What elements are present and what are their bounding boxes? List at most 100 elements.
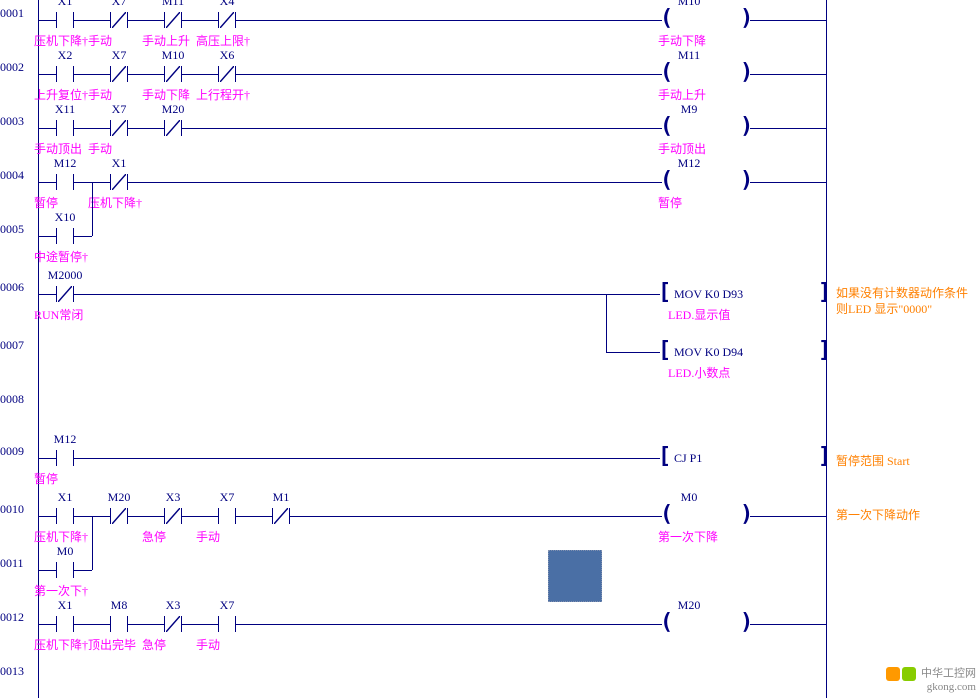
rung-number: 0004 — [0, 168, 32, 183]
contact-id: M20 — [92, 490, 146, 505]
coil-M0[interactable]: M0 ( ) 第一次下降 — [662, 506, 762, 546]
instruction[interactable]: [ CJ P1 ] — [660, 448, 826, 468]
contact-id: X7 — [200, 598, 254, 613]
rung-number: 0003 — [0, 114, 32, 129]
contact-id: X1 — [38, 0, 92, 9]
contact-X1[interactable]: X1 压机下降† — [38, 506, 92, 546]
contact-id: X4 — [200, 0, 254, 9]
contact-X1[interactable]: X1 压机下降† — [92, 172, 146, 212]
contact-label: 上行程开† — [196, 86, 258, 103]
contact-M12[interactable]: M12 暂停 — [38, 172, 92, 212]
instruction[interactable]: [ MOV K0 D94 ] LED.小数点 — [660, 342, 826, 362]
contact-id: X7 — [92, 0, 146, 9]
rung-number: 0011 — [0, 556, 32, 571]
coil-label: 手动顶出 — [658, 140, 706, 157]
contact-id: M20 — [146, 102, 200, 117]
instruction-text: CJ P1 — [674, 451, 702, 466]
selection-box[interactable] — [548, 550, 602, 602]
contact-X3[interactable]: X3 急停 — [146, 614, 200, 654]
contact-id: M1 — [254, 490, 308, 505]
contact-id: M10 — [146, 48, 200, 63]
contact-label: 压机下降† — [34, 528, 96, 545]
contact-label: 手动 — [88, 86, 150, 103]
instruction-label: LED.显示值 — [668, 306, 730, 323]
contact-label: 手动顶出 — [34, 140, 96, 157]
contact-X11[interactable]: X11 手动顶出 — [38, 118, 92, 158]
contact-id: M0 — [38, 544, 92, 559]
rung-number: 0010 — [0, 502, 32, 517]
comment: 暂停范围 Start — [836, 452, 910, 469]
contact-M1[interactable]: M1 — [254, 506, 308, 546]
instruction-text: MOV K0 D94 — [674, 345, 743, 360]
contact-label: 手动 — [88, 32, 150, 49]
contact-id: M8 — [92, 598, 146, 613]
contact-id: M2000 — [38, 268, 92, 283]
contact-label: 压机下降† — [34, 636, 96, 653]
coil-M10[interactable]: M10 ( ) 手动下降 — [662, 10, 762, 50]
contact-X4[interactable]: X4 高压上限† — [200, 10, 254, 50]
rung-number: 0006 — [0, 280, 32, 295]
contact-id: X11 — [38, 102, 92, 117]
coil-label: 手动下降 — [658, 32, 706, 49]
contact-id: M11 — [146, 0, 200, 9]
instruction-text: MOV K0 D93 — [674, 287, 743, 302]
contact-id: X7 — [92, 48, 146, 63]
contact-X7[interactable]: X7 手动 — [92, 10, 146, 50]
watermark: 中华工控网 gkong.com — [886, 667, 976, 694]
contact-M8[interactable]: M8 顶出完毕 — [92, 614, 146, 654]
contact-X7[interactable]: X7 手动 — [200, 614, 254, 654]
contact-label: 手动 — [196, 636, 258, 653]
contact-X1[interactable]: X1 压机下降† — [38, 10, 92, 50]
contact-id: X6 — [200, 48, 254, 63]
rung-number: 0001 — [0, 6, 32, 21]
contact-M20[interactable]: M20 — [92, 506, 146, 546]
contact-label: 中途暂停† — [34, 248, 96, 265]
contact-id: M12 — [38, 156, 92, 171]
contact-X10[interactable]: X10 中途暂停† — [38, 226, 92, 266]
contact-id: X7 — [200, 490, 254, 505]
contact-id: X1 — [38, 598, 92, 613]
contact-X1[interactable]: X1 压机下降† — [38, 614, 92, 654]
comment: 则LED 显示"0000" — [836, 300, 932, 317]
contact-id: X1 — [92, 156, 146, 171]
rung-number: 0009 — [0, 444, 32, 459]
contact-X2[interactable]: X2 上升复位† — [38, 64, 92, 104]
rung-number: 0002 — [0, 60, 32, 75]
contact-id: X7 — [92, 102, 146, 117]
contact-label: 高压上限† — [196, 32, 258, 49]
contact-M11[interactable]: M11 手动上升 — [146, 10, 200, 50]
rung-number: 0005 — [0, 222, 32, 237]
contact-label: 手动上升 — [142, 32, 204, 49]
contact-M10[interactable]: M10 手动下降 — [146, 64, 200, 104]
contact-label: 手动 — [88, 140, 150, 157]
contact-label: 顶出完毕 — [88, 636, 150, 653]
coil-M11[interactable]: M11 ( ) 手动上升 — [662, 64, 762, 104]
contact-label: RUN常闭 — [34, 306, 96, 323]
contact-X3[interactable]: X3 急停 — [146, 506, 200, 546]
contact-id: X10 — [38, 210, 92, 225]
coil-label: 暂停 — [658, 194, 682, 211]
contact-label: 急停 — [142, 528, 204, 545]
coil-label: 第一次下降 — [658, 528, 718, 545]
contact-X7[interactable]: X7 手动 — [92, 64, 146, 104]
coil-M9[interactable]: M9 ( ) 手动顶出 — [662, 118, 762, 158]
contact-id: X3 — [146, 490, 200, 505]
contact-M20[interactable]: M20 — [146, 118, 200, 158]
contact-id: X2 — [38, 48, 92, 63]
contact-X6[interactable]: X6 上行程开† — [200, 64, 254, 104]
contact-X7[interactable]: X7 手动 — [200, 506, 254, 546]
contact-M2000[interactable]: M2000 RUN常闭 — [38, 284, 92, 324]
coil-M20[interactable]: M20 ( ) — [662, 614, 762, 654]
rung-number: 0008 — [0, 392, 32, 407]
coil-label: 手动上升 — [658, 86, 706, 103]
ladder-diagram: 0001 X1 压机下降† X7 手动 M11 手动上升 X4 高压上 — [0, 0, 828, 698]
rung-number: 0007 — [0, 338, 32, 353]
rung-number: 0013 — [0, 664, 32, 679]
contact-label: 急停 — [142, 636, 204, 653]
contact-M0[interactable]: M0 第一次下† — [38, 560, 92, 600]
contact-M12[interactable]: M12 暂停 — [38, 448, 92, 488]
instruction[interactable]: [ MOV K0 D93 ] LED.显示值 — [660, 284, 826, 304]
coil-M12[interactable]: M12 ( ) 暂停 — [662, 172, 762, 212]
contact-X7[interactable]: X7 手动 — [92, 118, 146, 158]
comment: 第一次下降动作 — [836, 506, 920, 523]
